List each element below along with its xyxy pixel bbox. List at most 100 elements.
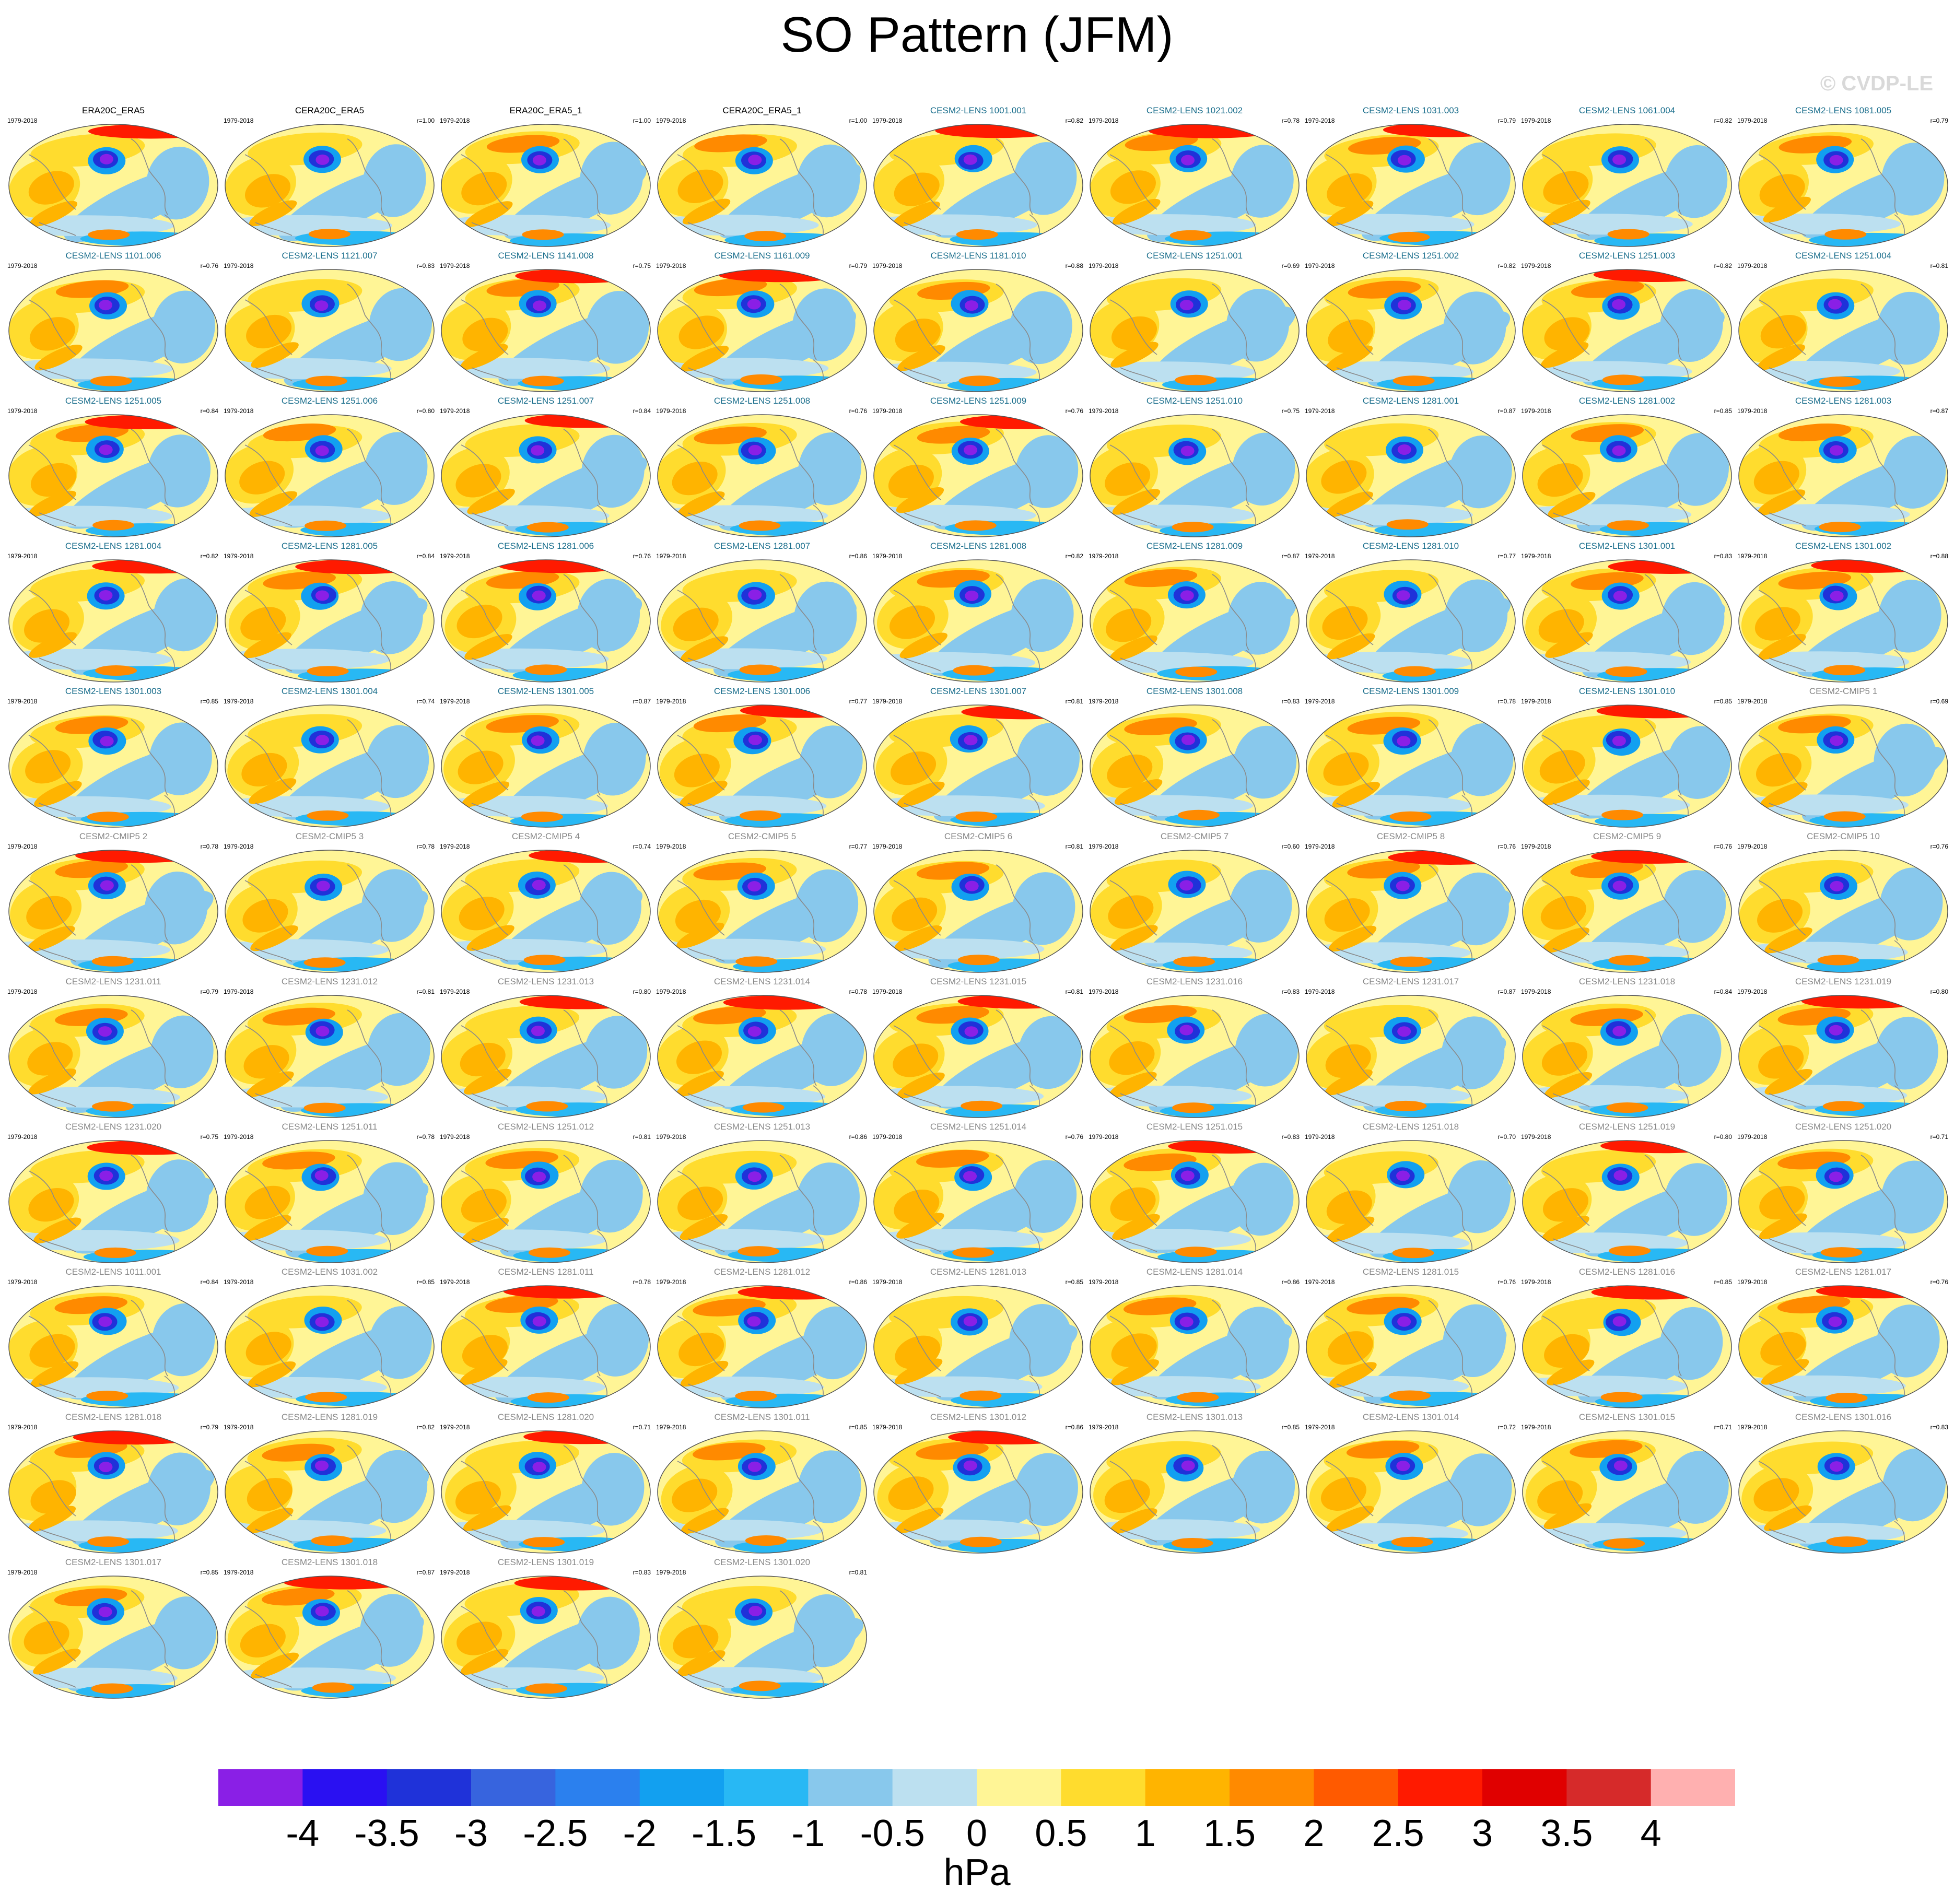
globe-outline bbox=[657, 414, 867, 537]
globe-map bbox=[225, 1576, 435, 1699]
panel-correlation: r=0.79 bbox=[1497, 117, 1516, 124]
panel-correlation: r=0.81 bbox=[1930, 262, 1948, 269]
globe-map bbox=[873, 124, 1083, 247]
pos-region-west-core bbox=[1760, 1332, 1806, 1366]
map-panel: CESM2-LENS 1281.008 1979-2018 r=0.82 bbox=[870, 538, 1086, 684]
low-center-core bbox=[748, 155, 762, 166]
pattern-field bbox=[1090, 415, 1299, 537]
coastline-3 bbox=[1336, 222, 1374, 236]
panel-correlation: r=0.81 bbox=[1065, 698, 1083, 705]
coastline-2 bbox=[244, 1461, 292, 1517]
pos-region-tropic bbox=[682, 198, 731, 225]
pos-region-southern bbox=[1388, 231, 1430, 242]
pos-region-southern bbox=[91, 1683, 133, 1694]
coastline-0 bbox=[1644, 429, 1682, 506]
coastline-0 bbox=[563, 284, 601, 360]
pos-region-tropic bbox=[465, 201, 513, 227]
pos-region-west-core bbox=[240, 1624, 286, 1658]
map-panel: CESM2-LENS 1301.017 1979-2018 r=0.85 bbox=[5, 1554, 221, 1700]
map-panel: CESM2-LENS 1301.009 1979-2018 r=0.78 bbox=[1303, 683, 1519, 829]
map-panel: CESM2-LENS 1231.011 1979-2018 r=0.79 bbox=[5, 973, 221, 1120]
map-panel: CESM2-LENS 1031.003 1979-2018 r=0.79 bbox=[1303, 102, 1519, 249]
pos-region-tropic bbox=[681, 345, 729, 372]
coastline-3 bbox=[1336, 1529, 1374, 1543]
panel-years: 1979-2018 bbox=[224, 698, 254, 705]
colorbar-swatch bbox=[1061, 1769, 1146, 1806]
globe-map bbox=[873, 269, 1083, 392]
pos-region-southern bbox=[1175, 374, 1217, 385]
globe-map bbox=[8, 1576, 218, 1699]
panel-correlation: r=0.78 bbox=[416, 843, 435, 850]
panel-years: 1979-2018 bbox=[872, 407, 903, 415]
globe-map bbox=[1522, 1285, 1732, 1408]
coastline-2 bbox=[244, 590, 292, 645]
coastline-3 bbox=[1336, 512, 1374, 526]
pos-region-west-core bbox=[461, 1189, 507, 1223]
coastline-0 bbox=[996, 1445, 1033, 1522]
panel-correlation: r=0.81 bbox=[1065, 843, 1083, 850]
coastline-0 bbox=[1212, 574, 1249, 651]
panel-correlation: r=0.82 bbox=[1714, 117, 1732, 124]
colorbar-swatch bbox=[724, 1769, 809, 1806]
neg-band-east bbox=[153, 1596, 217, 1670]
pos-region-southern bbox=[1826, 1393, 1868, 1404]
map-panel: CESM2-LENS 1251.008 1979-2018 r=0.76 bbox=[654, 393, 870, 539]
panel-correlation: r=0.87 bbox=[1930, 407, 1948, 415]
pos-region-tropic bbox=[1109, 635, 1157, 662]
panel-years: 1979-2018 bbox=[7, 1278, 38, 1286]
coastline-2 bbox=[461, 154, 509, 210]
pos-region-tropic bbox=[250, 925, 298, 951]
globe-outline bbox=[441, 414, 651, 537]
pos-region-southern bbox=[305, 375, 347, 386]
panel-title: CESM2-LENS 1011.001 bbox=[65, 1267, 161, 1277]
pos-region-southern bbox=[1608, 955, 1651, 966]
pos-region-tropic bbox=[461, 781, 510, 807]
pos-region-west-core bbox=[247, 1478, 292, 1512]
globe-map bbox=[225, 704, 435, 828]
coastline-0 bbox=[347, 138, 384, 215]
coastline-3 bbox=[1120, 1093, 1157, 1107]
coastline-3 bbox=[1769, 657, 1806, 672]
globe-map bbox=[1090, 1285, 1300, 1408]
coastline-3 bbox=[255, 1238, 292, 1252]
globe-outline bbox=[8, 414, 218, 537]
map-panel: CESM2-LENS 1251.013 1979-2018 r=0.86 bbox=[654, 1119, 870, 1265]
globe-map bbox=[441, 995, 651, 1118]
coastline-3 bbox=[1769, 1529, 1806, 1543]
coastline-0 bbox=[131, 1445, 168, 1522]
panel-title: CESM2-LENS 1301.006 bbox=[713, 686, 811, 696]
coastline-2 bbox=[244, 735, 292, 791]
pattern-field bbox=[658, 269, 867, 392]
pos-region-southern bbox=[960, 1390, 1002, 1401]
neg-band-east bbox=[1441, 1016, 1505, 1089]
coastline-2 bbox=[677, 1461, 725, 1517]
pos-region-tropic bbox=[34, 344, 83, 371]
panel-title: CESM2-LENS 1231.019 bbox=[1795, 977, 1892, 986]
panel-years: 1979-2018 bbox=[1305, 1278, 1335, 1286]
pattern-field bbox=[225, 415, 434, 537]
neg-band-east bbox=[1882, 1448, 1946, 1522]
panel-years: 1979-2018 bbox=[656, 407, 686, 415]
pos-region-tropic bbox=[27, 925, 75, 952]
coastline-2 bbox=[1542, 1461, 1590, 1517]
globe-map bbox=[873, 850, 1083, 973]
coastline-2 bbox=[893, 1170, 941, 1226]
pos-region-tropic bbox=[1327, 633, 1375, 660]
neg-band-east bbox=[1659, 1307, 1723, 1380]
colorbar-tick-label: -3 bbox=[454, 1813, 488, 1854]
pattern-field bbox=[441, 850, 650, 972]
neg-band-east bbox=[1879, 867, 1943, 941]
globe-map bbox=[1522, 559, 1732, 683]
globe-outline bbox=[1306, 269, 1516, 392]
neg-band-east bbox=[364, 1450, 428, 1523]
panel-title: CESM2-LENS 1031.002 bbox=[281, 1267, 378, 1277]
pattern-field bbox=[874, 995, 1083, 1118]
coastline-3 bbox=[255, 1383, 292, 1397]
coastline-2 bbox=[893, 299, 941, 355]
pos-region-west-core bbox=[1757, 899, 1803, 933]
pos-region-west-core bbox=[672, 462, 718, 496]
panel-years: 1979-2018 bbox=[1305, 553, 1335, 560]
map-panel: CESM2-LENS 1301.008 1979-2018 r=0.83 bbox=[1086, 683, 1303, 829]
globe-map bbox=[225, 269, 435, 392]
neg-band-east bbox=[1881, 143, 1945, 216]
